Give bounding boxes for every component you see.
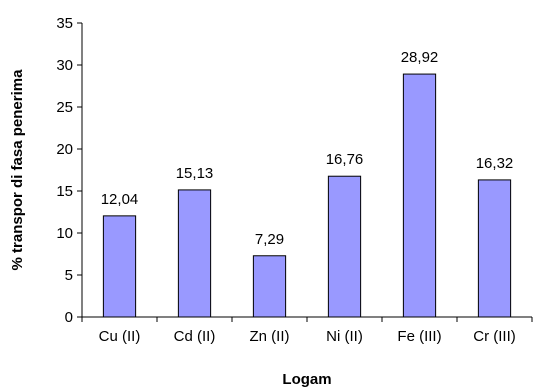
x-tick-label: Cr (III) — [473, 328, 516, 345]
x-axis-ticks: Cu (II) Cd (II) Zn (II) Ni (II) Fe (III) Cr (… — [81, 317, 533, 345]
y-tick-label: 15 — [56, 183, 73, 200]
data-label: 28,92 — [401, 49, 439, 66]
y-tick-label: 5 — [65, 267, 73, 284]
y-tick-label: 30 — [56, 57, 73, 74]
data-labels: 12,04 15,13 7,29 16,76 28,92 16,32 — [101, 49, 514, 248]
x-tick-label: Ni (II) — [326, 328, 363, 345]
bar — [477, 179, 512, 318]
y-tick-label: 35 — [56, 15, 73, 32]
data-label: 15,13 — [176, 165, 214, 182]
x-axis-title: Logam — [282, 371, 331, 388]
bars — [102, 73, 512, 318]
data-label: 12,04 — [101, 191, 139, 208]
y-tick-label: 10 — [56, 225, 73, 242]
bar — [177, 189, 212, 318]
y-axis-ticks: 0 5 10 15 20 25 30 35 — [56, 15, 82, 326]
data-label: 16,32 — [476, 155, 514, 172]
bar — [102, 215, 137, 318]
y-axis-title: % transpor di fasa penerima — [9, 69, 26, 271]
x-tick-label: Zn (II) — [250, 328, 290, 345]
data-label: 16,76 — [326, 151, 364, 168]
y-tick-label: 20 — [56, 141, 73, 158]
x-tick-label: Fe (III) — [397, 328, 441, 345]
x-tick-label: Cu (II) — [99, 328, 141, 345]
y-tick-label: 25 — [56, 99, 73, 116]
bar — [252, 255, 287, 318]
x-tick-label: Cd (II) — [174, 328, 216, 345]
bar — [402, 73, 437, 318]
bar — [327, 175, 362, 318]
y-tick-label: 0 — [65, 309, 73, 326]
data-label: 7,29 — [255, 231, 284, 248]
